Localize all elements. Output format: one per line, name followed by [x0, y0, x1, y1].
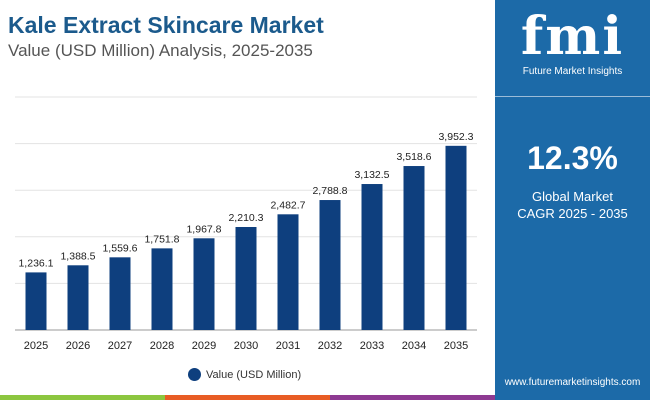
- legend-swatch: [188, 368, 201, 381]
- bar: [319, 200, 341, 330]
- divider: [495, 96, 650, 97]
- data-label: 2,788.8: [312, 185, 347, 197]
- x-tick-label: 2032: [318, 340, 342, 352]
- bar: [109, 257, 131, 330]
- bar: [445, 145, 467, 330]
- data-label: 3,132.5: [354, 169, 389, 181]
- bar: [193, 238, 215, 330]
- logo-mark: fmi: [520, 6, 625, 67]
- website-link[interactable]: www.futuremarketinsights.com: [504, 377, 641, 388]
- data-label: 1,388.5: [60, 250, 95, 262]
- logo-brand: Future Market Insights: [522, 66, 623, 77]
- cagr-label-line2: CAGR 2025 - 2035: [517, 206, 628, 221]
- stripe-purple: [330, 395, 495, 400]
- cagr-label-line1: Global Market: [532, 189, 613, 204]
- x-tick-label: 2031: [276, 340, 300, 352]
- bar-chart: 1,236.1 2025 1,388.5 2026 1,559.6 2027 1,751.8…: [15, 96, 477, 352]
- x-tick-label: 2030: [234, 340, 258, 352]
- bar: [403, 166, 425, 330]
- stripe-green: [0, 395, 165, 400]
- bar: [25, 272, 47, 330]
- bar: [235, 227, 257, 330]
- stripe-orange: [165, 395, 330, 400]
- chart-subtitle: Value (USD Million) Analysis, 2025-2035: [8, 41, 313, 60]
- data-label: 2,210.3: [228, 212, 263, 224]
- fmi-logo: fmi Future Market Insights: [495, 6, 650, 78]
- bar: [67, 265, 89, 330]
- legend: Value (USD Million): [188, 368, 301, 381]
- x-tick-label: 2035: [444, 340, 468, 352]
- x-tick-label: 2029: [192, 340, 216, 352]
- side-panel: fmi Future Market Insights 12.3% Global …: [495, 0, 650, 400]
- legend-label: Value (USD Million): [206, 368, 302, 381]
- data-label: 2,482.7: [270, 199, 305, 211]
- bar: [151, 248, 173, 330]
- bar: [277, 214, 299, 330]
- data-label: 1,236.1: [18, 257, 53, 269]
- data-label: 1,967.8: [186, 223, 221, 235]
- data-label: 3,952.3: [438, 131, 473, 143]
- x-tick-label: 2028: [150, 340, 174, 352]
- data-label: 3,518.6: [396, 151, 431, 163]
- data-label: 1,751.8: [144, 233, 179, 245]
- chart-title: Kale Extract Skincare Market: [8, 12, 324, 38]
- x-tick-label: 2033: [360, 340, 384, 352]
- x-tick-label: 2026: [66, 340, 90, 352]
- x-tick-label: 2025: [24, 340, 48, 352]
- bar: [361, 184, 383, 330]
- cagr-label: Global Market CAGR 2025 - 2035: [495, 188, 650, 222]
- x-tick-label: 2027: [108, 340, 132, 352]
- x-tick-label: 2034: [402, 340, 426, 352]
- cagr-value: 12.3%: [527, 140, 618, 176]
- data-label: 1,559.6: [102, 242, 137, 254]
